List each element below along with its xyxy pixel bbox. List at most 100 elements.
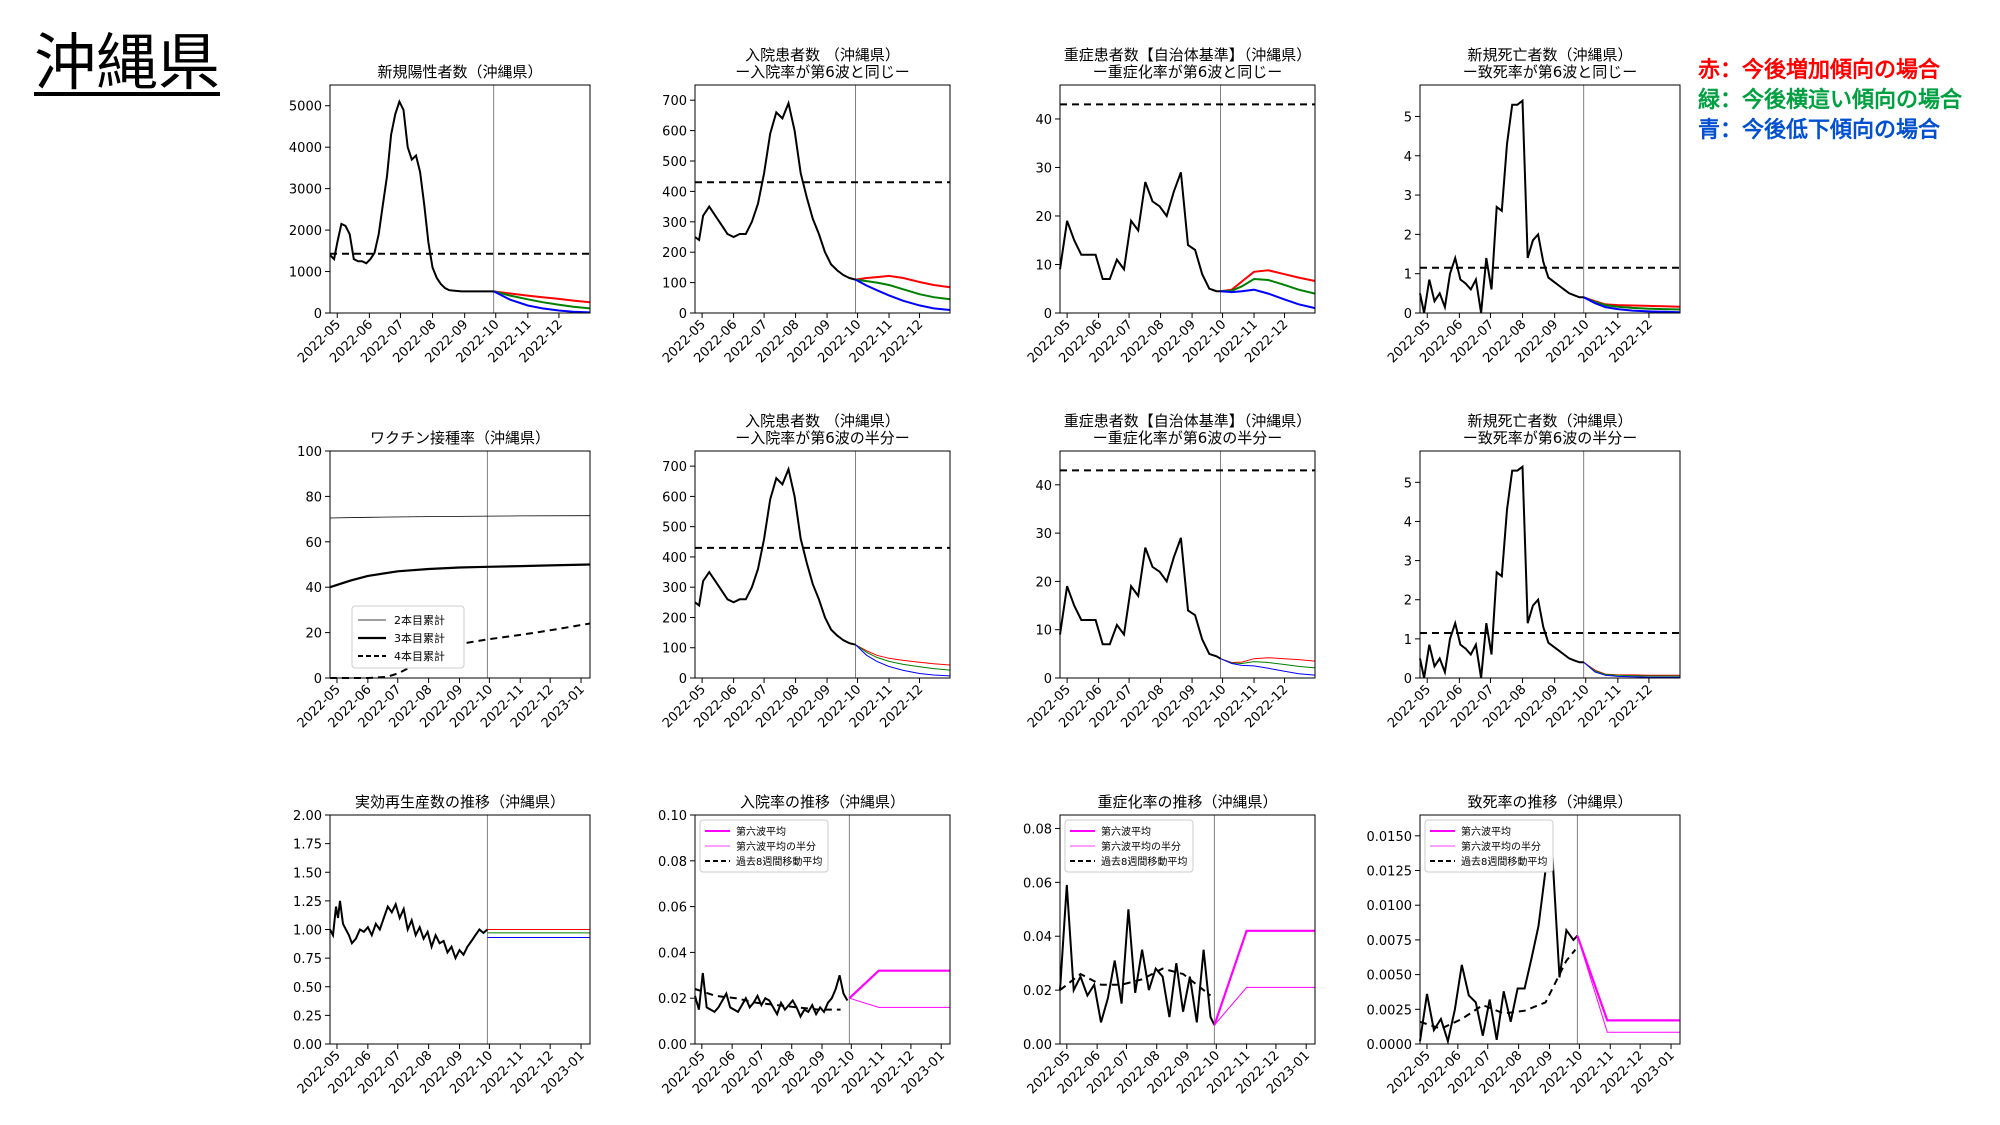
chart-title: 重症患者数【自治体基準】（沖縄県） xyxy=(1064,46,1312,64)
y-tick-label: 20 xyxy=(1035,575,1052,590)
scenario-legend: 赤：今後増加傾向の場合 緑：今後横這い傾向の場合 青：今後低下傾向の場合 xyxy=(1698,56,1962,146)
chart-title: 致死率の推移（沖縄県） xyxy=(1467,793,1632,811)
plot-frame xyxy=(1419,450,1681,679)
y-tick-label: 200 xyxy=(662,246,687,261)
y-tick-label: 0.0125 xyxy=(1367,865,1413,880)
projection-line xyxy=(1220,277,1316,295)
y-tick-label: 0.25 xyxy=(293,1009,322,1024)
projection-line xyxy=(855,278,951,311)
y-tick-label: 0.0050 xyxy=(1367,969,1413,984)
chart-title: 重症患者数【自治体基準】（沖縄県） xyxy=(1064,412,1312,430)
y-tick-label: 1.75 xyxy=(293,838,322,853)
chart-title: ワクチン接種率（沖縄県） xyxy=(370,429,550,447)
plot-frame xyxy=(1059,814,1316,1045)
y-tick-label: 30 xyxy=(1035,527,1052,542)
y-tick-label: 0.02 xyxy=(1023,984,1052,999)
chart-panel-3: 重症患者数【自治体基準】（沖縄県）ー重症化率が第6波と同じー0102030402… xyxy=(1025,46,1316,366)
y-tick-label: 0.50 xyxy=(293,981,322,996)
y-tick-label: 5 xyxy=(1404,110,1412,125)
chart-title: ー重症化率が第6波の半分ー xyxy=(1093,429,1283,447)
projection-line xyxy=(1583,661,1680,677)
chart-title: ー重症化率が第6波と同じー xyxy=(1093,63,1283,81)
scenario-note-green: 緑：今後横這い傾向の場合 xyxy=(1698,88,1963,113)
chart-panel-9: 実効再生産数の推移（沖縄県） 0.00 0.25 0.50 0.75 1.00 1.25 1.… xyxy=(293,793,591,1097)
y-tick-label: 0.06 xyxy=(658,901,687,916)
wave6-half-line xyxy=(849,997,950,1008)
plot-frame xyxy=(694,84,951,314)
y-tick-label: 1 xyxy=(1404,268,1412,283)
series-line xyxy=(329,563,591,589)
y-tick-label: 0 xyxy=(679,672,687,687)
projection-line xyxy=(1220,269,1316,293)
observed-line xyxy=(1059,884,1216,1026)
plot-frame xyxy=(1419,814,1681,1045)
chart-panel-7: 重症患者数【自治体基準】（沖縄県）ー重症化率が第6波の半分ー0102030402… xyxy=(1025,412,1316,731)
legend-entry: 2本目累計 xyxy=(394,613,445,627)
page-title: 沖縄県 xyxy=(34,26,221,99)
projection-line xyxy=(855,644,951,671)
chart-title: 実効再生産数の推移（沖縄県） xyxy=(355,793,565,811)
y-tick-label: 10 xyxy=(1035,624,1052,639)
wave6-average-line xyxy=(1213,929,1315,1026)
y-tick-label: 30 xyxy=(1035,161,1052,176)
legend-entry: 過去8週間移動平均 xyxy=(1101,855,1187,868)
legend-box xyxy=(1064,819,1194,873)
plot-frame xyxy=(1419,84,1681,314)
observed-line xyxy=(694,99,856,281)
legend-entry: 過去8週間移動平均 xyxy=(1461,855,1547,868)
y-tick-label: 0 xyxy=(314,307,322,322)
observed-line xyxy=(694,465,856,646)
y-tick-label: 2 xyxy=(1404,228,1412,243)
plot-frame xyxy=(1059,84,1316,314)
y-tick-label: 600 xyxy=(662,125,687,140)
y-tick-label: 5000 xyxy=(289,100,322,115)
chart-title: ー入院率が第6波と同じー xyxy=(735,63,910,81)
y-tick-label: 200 xyxy=(662,611,687,626)
chart-panel-6: 入院患者数 （沖縄県）ー入院率が第6波の半分ー 0 100 200 300 400 500 6… xyxy=(660,412,951,731)
y-tick-label: 0.08 xyxy=(658,855,687,870)
chart-title: 入院率の推移（沖縄県） xyxy=(740,793,905,811)
legend-box xyxy=(699,819,829,873)
observed-line xyxy=(1059,537,1222,660)
y-tick-label: 3000 xyxy=(289,183,322,198)
projection-line xyxy=(855,644,951,666)
legend-entry: 第六波平均 xyxy=(1101,825,1151,838)
wave6-average-line xyxy=(848,969,950,1000)
chart-title: ー致死率が第6波の半分ー xyxy=(1463,429,1638,447)
y-tick-label: 0.04 xyxy=(658,946,687,961)
projection-line xyxy=(855,274,951,289)
y-tick-label: 0 xyxy=(1404,672,1412,687)
chart-panel-8: 新規死亡者数（沖縄県）ー致死率が第6波の半分ー0123452022-052022… xyxy=(1385,412,1681,731)
chart-title: 入院患者数 （沖縄県） xyxy=(745,46,900,64)
projection-line xyxy=(1583,296,1681,314)
chart-panel-5: ワクチン接種率（沖縄県）0204060801002022-052022-0620… xyxy=(295,429,591,731)
y-tick-label: 100 xyxy=(662,277,687,292)
observed-line xyxy=(1059,171,1221,293)
chart-title: 新規陽性者数（沖縄県） xyxy=(377,63,542,81)
y-tick-label: 4 xyxy=(1404,150,1412,165)
legend-entry: 第六波平均の半分 xyxy=(1461,840,1541,853)
y-tick-label: 0 xyxy=(314,672,322,687)
y-tick-label: 3 xyxy=(1404,189,1412,204)
chart-panel-11: 重症化率の推移（沖縄県）0.000.020.040.060.082022-052… xyxy=(1023,793,1316,1097)
wave6-average-line xyxy=(1576,935,1680,1022)
projection-line xyxy=(493,290,591,304)
projection-line xyxy=(1583,661,1680,678)
plot-frame xyxy=(329,450,591,679)
y-tick-label: 4 xyxy=(1404,515,1412,530)
chart-title: 新規死亡者数（沖縄県） xyxy=(1467,46,1632,64)
y-tick-label: 3 xyxy=(1404,555,1412,570)
y-tick-label: 1 xyxy=(1404,633,1412,648)
legend-entry: 3本目累計 xyxy=(394,631,445,645)
projection-line xyxy=(493,290,591,310)
y-tick-label: 500 xyxy=(662,155,687,170)
projection-line xyxy=(493,290,591,314)
y-tick-label: 2.00 xyxy=(293,809,322,824)
chart-panel-2: 入院患者数 （沖縄県）ー入院率が第6波と同じー 0 100 200 300 400 500 6… xyxy=(660,46,951,366)
projection-line xyxy=(1220,658,1316,669)
y-tick-label: 700 xyxy=(662,94,687,109)
y-tick-label: 0.10 xyxy=(658,809,687,824)
y-tick-label: 40 xyxy=(305,581,322,596)
y-tick-label: 20 xyxy=(305,627,322,642)
